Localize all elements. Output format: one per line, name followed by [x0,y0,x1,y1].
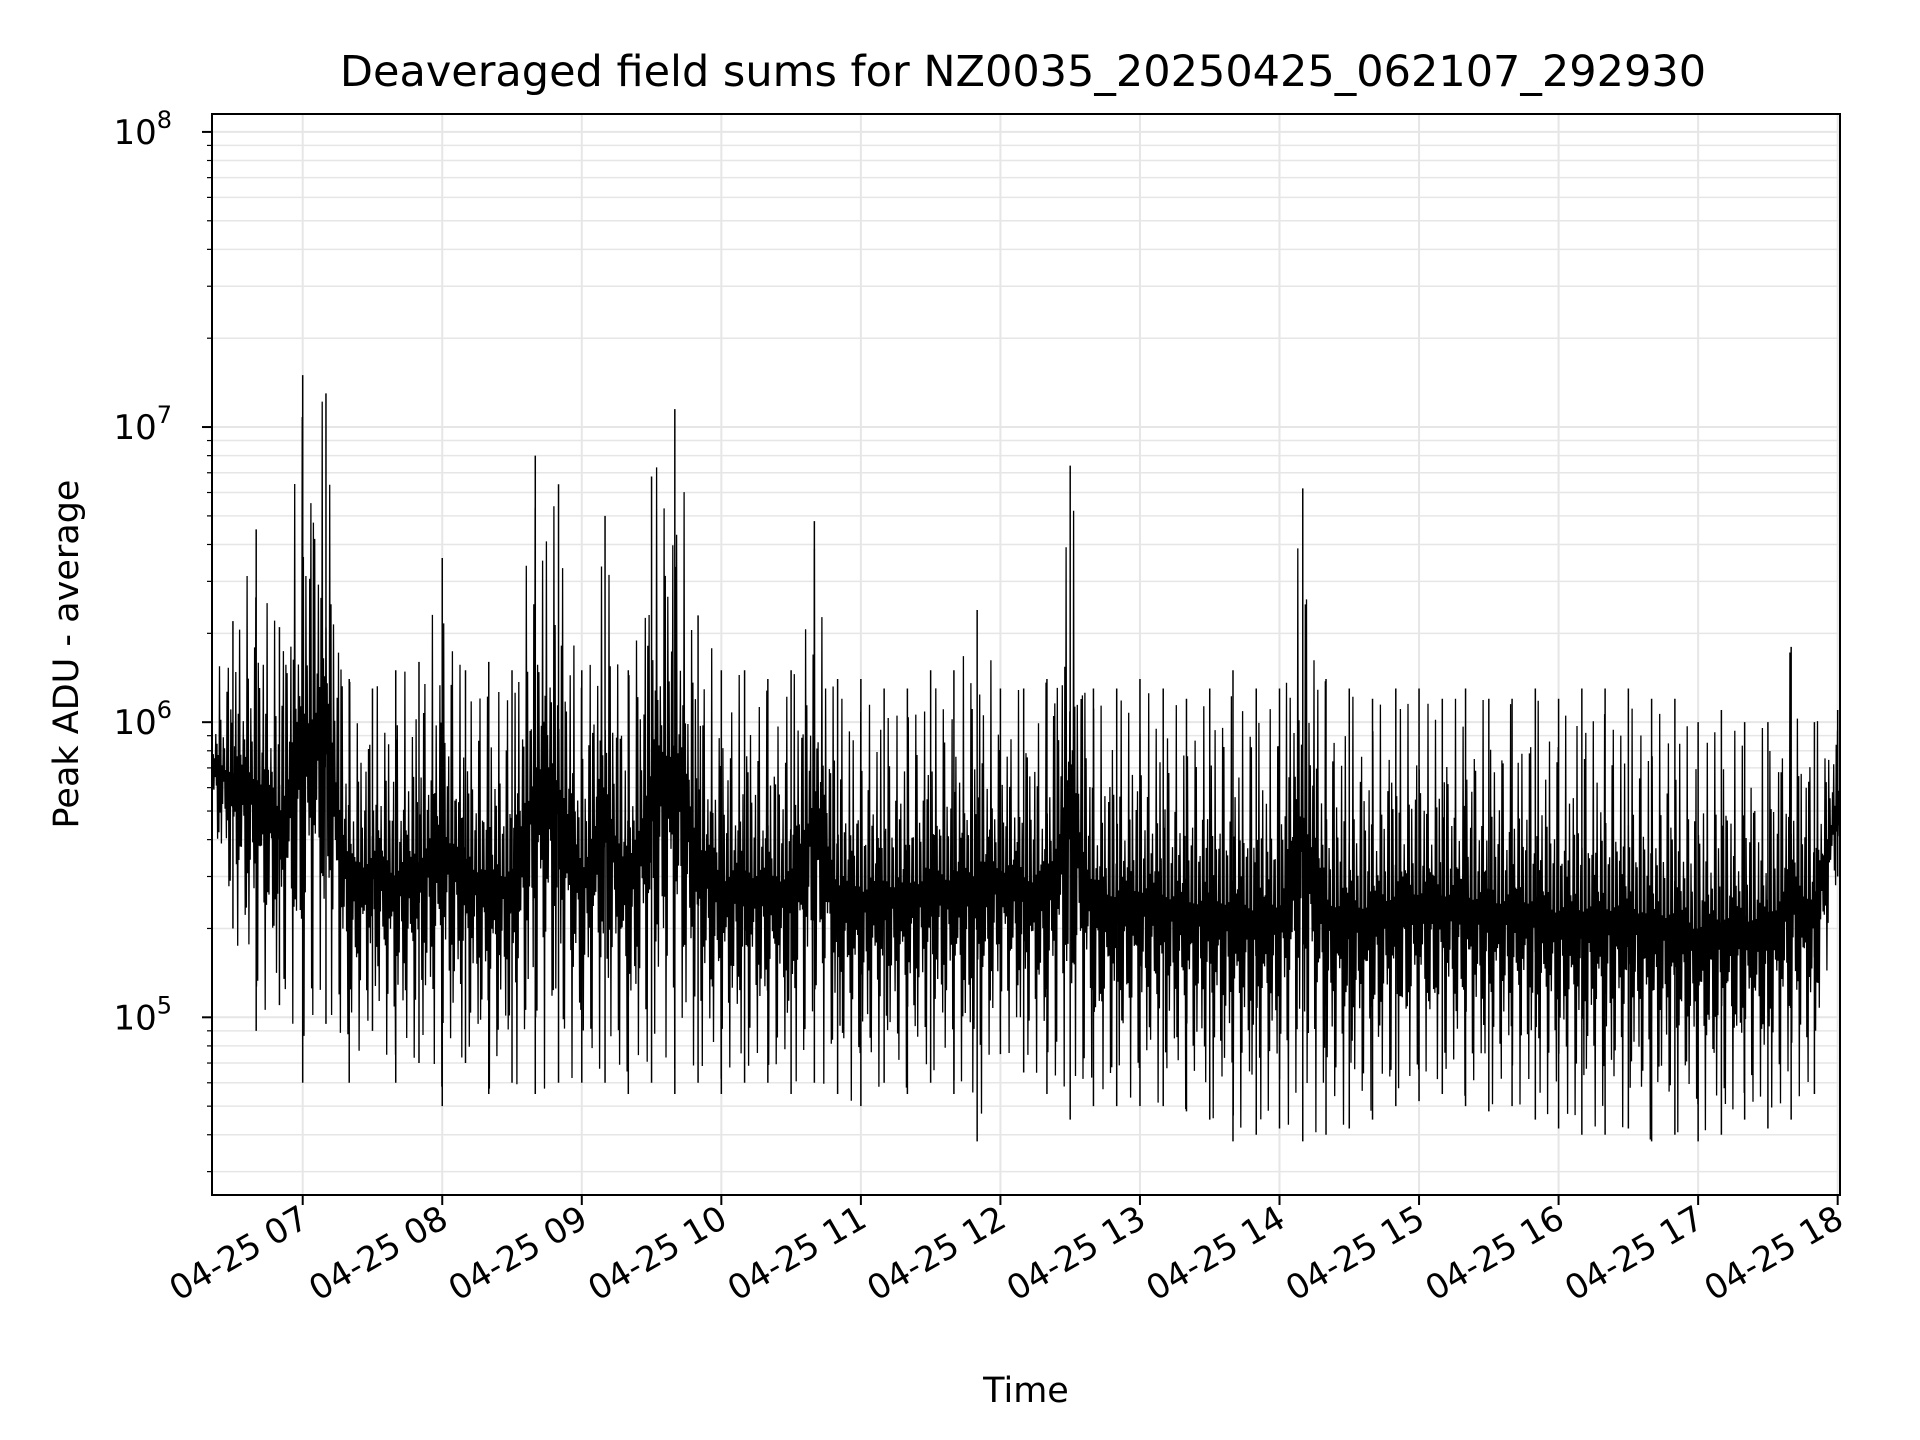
series-layer [211,375,1841,1142]
y-axis: 105 106 107 108 [113,106,212,1173]
plot-frame [211,113,1841,1196]
y-tick-label: 105 [113,991,172,1038]
series-line [211,401,1841,1140]
y-tick-label: 107 [113,401,172,448]
y-axis-label: Peak ADU - average [47,480,87,829]
chart-title: Deaveraged field sums for NZ0035_2025042… [340,47,1706,97]
y-tick-label: 106 [113,696,172,743]
x-axis-label: Time [982,1371,1069,1411]
y-tick-label: 108 [113,106,172,153]
